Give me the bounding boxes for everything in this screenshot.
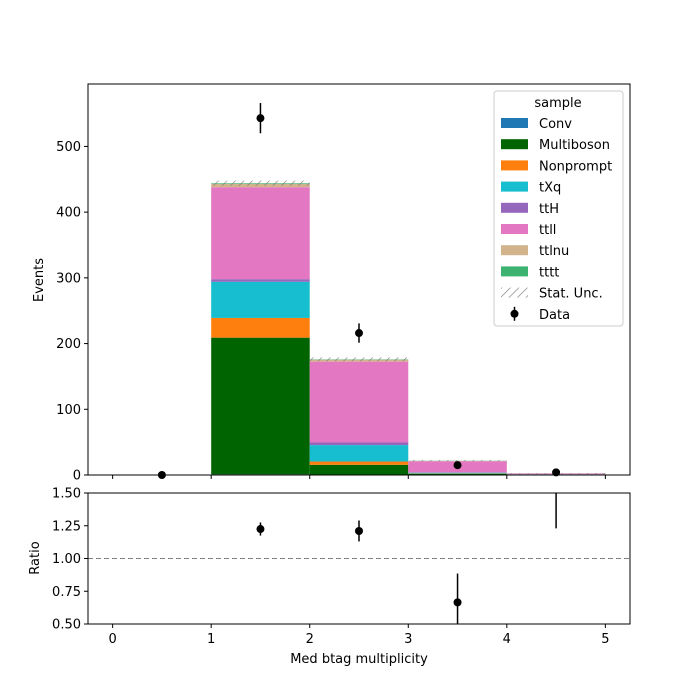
legend-title: sample [534,96,581,111]
legend-label: ttH [539,202,559,217]
legend-label: Nonprompt [539,159,612,174]
ratio-y-tick-label: 1.50 [52,487,81,502]
x-axis-ticks-main [112,475,606,479]
legend-swatch-stat-unc [501,287,528,298]
ratio-y-tick-label: 0.75 [52,585,81,600]
legend: sample Conv Multiboson Nonprompt tXq ttH ttll… [493,90,624,327]
x-tick-label: 2 [306,632,314,647]
bar-nonprompt-bin-2 [309,461,409,465]
x-tick-label: 4 [503,632,511,647]
bar-txq-bin-1 [211,281,310,318]
x-tick-label: 3 [404,632,412,647]
y-tick-label: 400 [56,206,81,221]
ratio-point [256,525,265,534]
legend-label: Multiboson [539,138,610,153]
bar-nonprompt-bin-1 [211,317,310,338]
y-tick-label: 200 [56,337,81,352]
legend-data-marker [510,309,519,318]
legend-label: Data [539,308,570,323]
ratio-y-axis-label: Ratio [28,541,43,574]
y-tick-label: 0 [73,469,81,484]
ratio-point [355,526,363,535]
bar-tth-bin-1 [211,279,310,282]
data-point [256,114,265,123]
ratio-y-tick-label: 0.50 [52,618,81,633]
legend-swatch-txq [501,181,528,192]
main-plot-border [87,83,631,476]
x-tick-label: 0 [108,632,116,647]
ratio-y-axis-ticks: 0.50 0.75 1.00 1.25 1.50 [52,487,88,633]
data-point [552,468,561,477]
stat-unc-bin-3 [408,460,507,462]
bar-txq-bin-3 [408,472,507,474]
stacked-bars [211,183,606,475]
ratio-y-tick-label: 1.25 [52,519,81,534]
legend-swatch-multiboson [501,139,528,150]
legend-label: Stat. Unc. [539,287,603,302]
legend-label: Conv [539,117,572,132]
stat-unc-bin-1 [211,180,310,186]
y-tick-label: 500 [56,140,81,155]
ratio-plot-border [87,492,631,625]
bar-ttll-bin-2 [309,361,409,443]
legend-swatch-tth [501,202,528,213]
bar-multiboson-bin-1 [211,337,310,475]
x-tick-label: 5 [601,632,609,647]
bar-multiboson-bin-3 [408,473,507,475]
legend-swatch-conv [501,118,528,128]
stat-unc-bin-2 [309,357,409,362]
bar-multiboson-bin-2 [309,464,409,475]
legend-label: ttlnu [539,244,569,259]
bar-ttll-bin-1 [211,187,310,280]
legend-swatch-ttll [501,224,528,234]
y-tick-label: 300 [56,271,81,286]
data-point [355,329,363,338]
legend-swatch-tttt [501,266,528,277]
y-axis-label: Events [32,258,47,302]
y-axis-ticks: 0 100 200 300 400 500 [56,140,88,484]
legend-label: tXq [539,181,561,196]
legend-label: tttt [539,265,559,280]
ratio-points [256,493,557,624]
bar-tth-bin-2 [309,442,409,446]
legend-swatch-nonprompt [501,160,528,171]
ratio-y-tick-label: 1.00 [52,552,81,567]
x-axis-label: Med btag multiplicity [290,652,428,667]
x-axis-ticks: 0 1 2 3 4 5 [108,624,610,647]
y-tick-label: 100 [56,403,81,418]
legend-swatch-ttlnu [501,245,528,256]
x-tick-label: 1 [207,632,215,647]
data-points [157,103,561,479]
ratio-point [453,598,462,607]
legend-label: ttll [539,223,556,238]
data-point [453,461,462,470]
bar-txq-bin-2 [309,445,409,462]
